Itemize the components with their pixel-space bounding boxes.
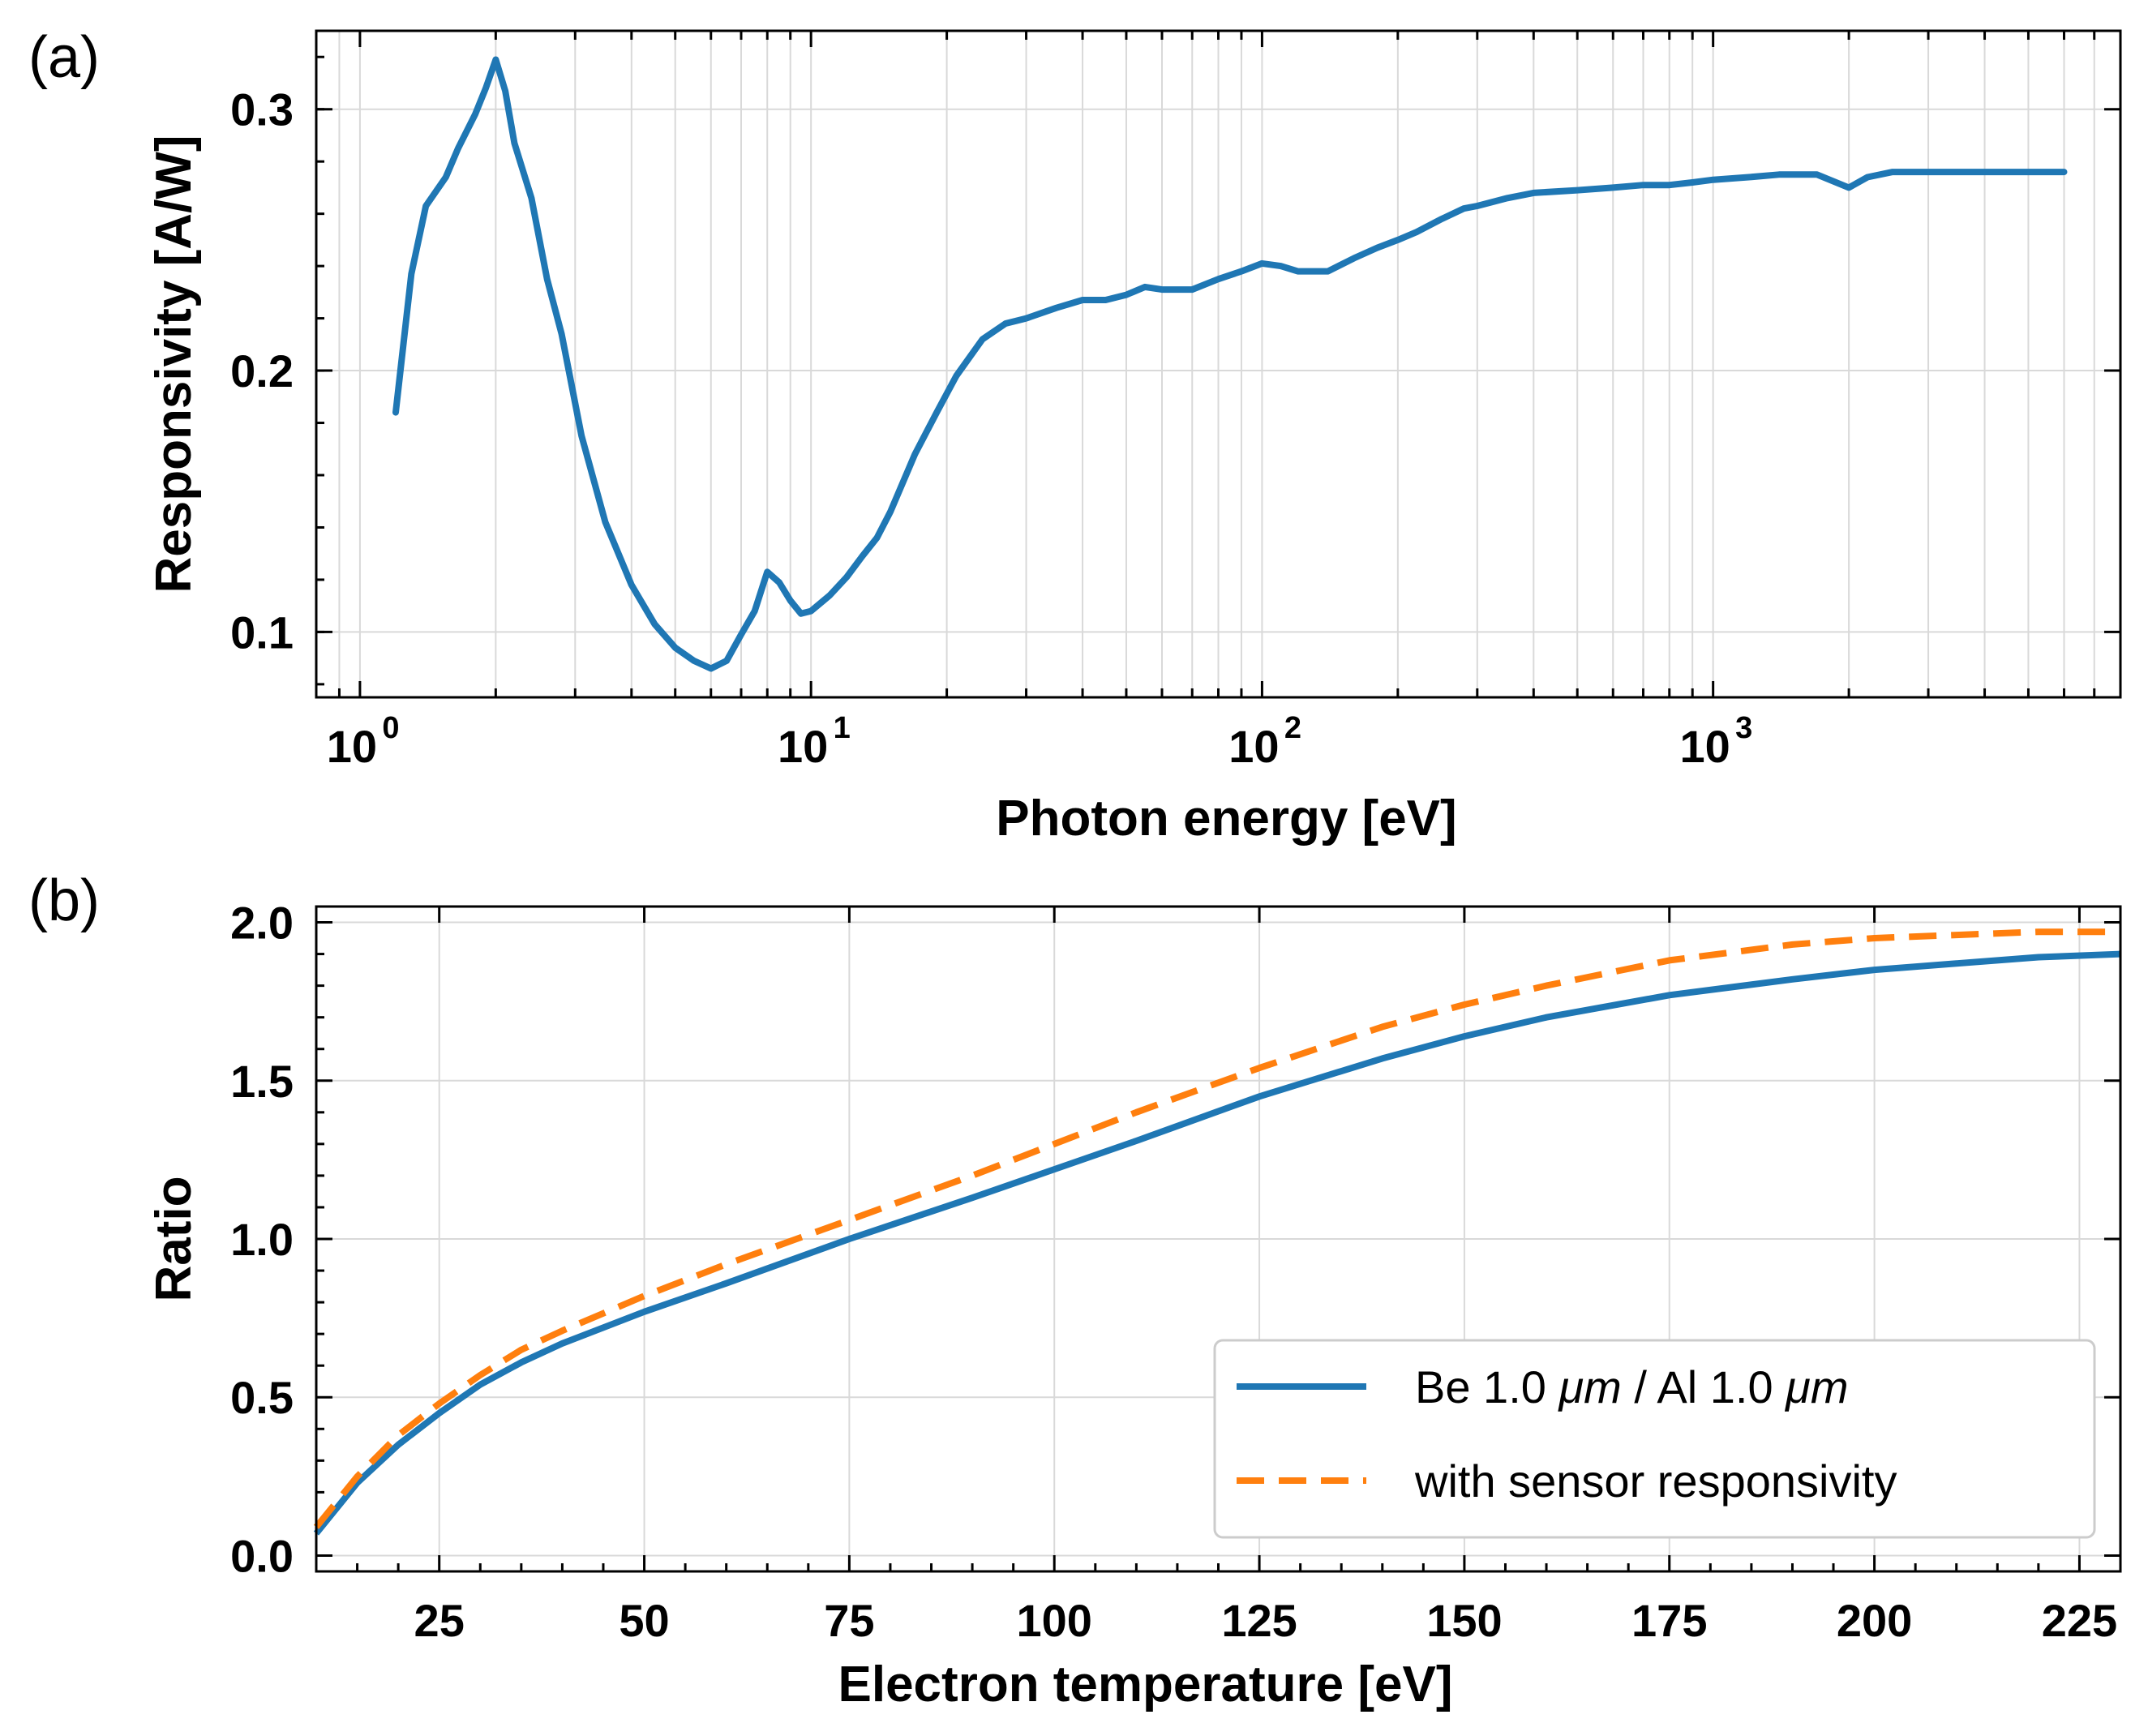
legend-entry-ratio-unit-2: μm — [1784, 1361, 1848, 1412]
panel-b-x-tick-label: 225 — [2042, 1595, 2117, 1646]
panel-b-x-tick-label: 100 — [1017, 1595, 1092, 1646]
panel-a-series-line — [392, 56, 2068, 672]
panel-a-ticks — [315, 31, 2122, 697]
panel-b-tick-labels: 25 50 75 100 125 150 175 200 225 0.0 0.5 1.0 1.5 2.0 — [230, 898, 2117, 1646]
panel-a-y-tick-label: 0.3 — [230, 84, 294, 135]
panel-a-x-axis-title: Photon energy [eV] — [996, 791, 1456, 847]
panel-a-label: (a) — [28, 25, 100, 90]
panel-b-y-tick-label: 1.5 — [230, 1056, 294, 1107]
panel-b-y-tick-label: 2.0 — [230, 898, 294, 949]
panel-a-y-tick-label: 0.1 — [230, 607, 294, 658]
legend-entry-ratio-unit-1: μm — [1557, 1361, 1621, 1412]
panel-a-x-tick-exponent: 0 — [382, 711, 399, 745]
panel-b-y-axis-title: Ratio — [146, 1177, 202, 1302]
panel-a-x-tick-label: 10 — [1228, 721, 1279, 772]
panel-a-x-tick-label: 10 — [327, 721, 377, 772]
legend-entry-sensor: with sensor responsivity — [1414, 1455, 1897, 1507]
panel-a-x-tick-exponent: 3 — [1735, 711, 1752, 745]
legend-entry-ratio: Be 1.0 μm / Al 1.0 μm — [1415, 1361, 1848, 1412]
panel-b-x-tick-label: 75 — [824, 1595, 874, 1646]
legend-entry-ratio-prefix: Be 1.0 — [1415, 1361, 1558, 1412]
panel-b-x-tick-label: 125 — [1221, 1595, 1297, 1646]
panel-a-grid — [315, 31, 2121, 697]
panel-b-frame — [315, 905, 2122, 1573]
panel-b-chart: 25 50 75 100 125 150 175 200 2250.00.51.01.52.0 … — [146, 898, 2122, 1712]
panel-b-label: (b) — [28, 868, 100, 933]
panel-a-x-tick-label: 10 — [778, 721, 828, 772]
legend: Be 1.0 μm / Al 1.0 μm with sensor respon… — [1213, 1339, 2096, 1539]
panel-b-series-ratio — [313, 950, 2121, 1536]
panel-a-x-tick-label: 10 — [1680, 721, 1730, 772]
panel-b-x-tick-label: 25 — [414, 1595, 465, 1646]
panel-b-y-tick-label: 0.0 — [230, 1530, 294, 1581]
panel-a-x-tick-exponent: 2 — [1284, 711, 1301, 745]
panel-b-y-tick-label: 0.5 — [230, 1372, 294, 1423]
panel-b-x-axis-title: Electron temperature [eV] — [838, 1657, 1453, 1712]
panel-b-series-sensor — [313, 928, 2120, 1529]
panel-b-grid — [316, 907, 2120, 1571]
panel-a-tick-labels: 0.10.20.310 0 10 1 10 2 10 3 — [230, 84, 1752, 772]
panel-b-series — [313, 928, 2121, 1536]
panel-b-x-tick-label: 175 — [1631, 1595, 1707, 1646]
panel-a-frame — [315, 29, 2122, 699]
panel-b-y-tick-label: 1.0 — [230, 1214, 294, 1265]
legend-box — [1213, 1339, 2096, 1539]
panel-b-x-tick-label: 50 — [619, 1595, 669, 1646]
panel-a-y-tick-label: 0.2 — [230, 345, 294, 396]
panel-b-ticks — [316, 907, 2122, 1571]
panel-a-x-tick-exponent: 1 — [834, 711, 851, 745]
panel-a-y-axis-title: Responsivity [A/W] — [146, 135, 202, 594]
panel-b-x-tick-label: 150 — [1426, 1595, 1502, 1646]
panel-b-x-tick-label: 200 — [1837, 1595, 1912, 1646]
panel-a-series — [392, 56, 2068, 672]
panel-a-chart: 0.10.20.310 0 10 1 10 2 10 3 Photon energy [eV]… — [146, 29, 2122, 847]
legend-entry-ratio-mid: / Al 1.0 — [1622, 1361, 1786, 1412]
